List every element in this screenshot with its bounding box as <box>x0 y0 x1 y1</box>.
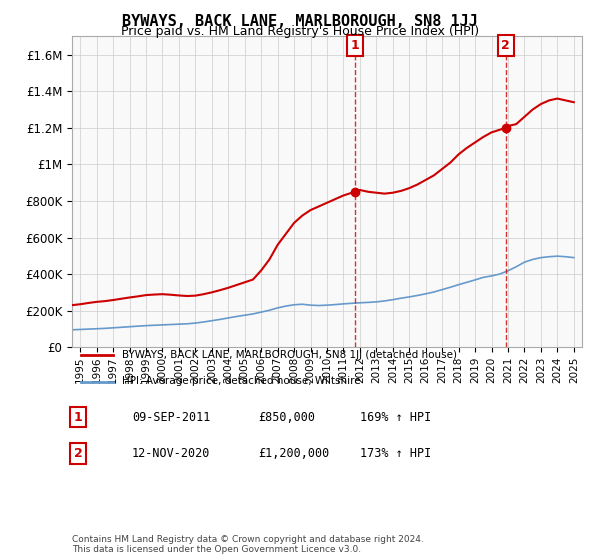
Text: £850,000: £850,000 <box>258 410 315 424</box>
Text: 2: 2 <box>502 39 510 52</box>
Text: Contains HM Land Registry data © Crown copyright and database right 2024.
This d: Contains HM Land Registry data © Crown c… <box>72 535 424 554</box>
Text: 1: 1 <box>74 410 82 424</box>
Text: BYWAYS, BACK LANE, MARLBOROUGH, SN8 1JJ: BYWAYS, BACK LANE, MARLBOROUGH, SN8 1JJ <box>122 14 478 29</box>
Text: Price paid vs. HM Land Registry's House Price Index (HPI): Price paid vs. HM Land Registry's House … <box>121 25 479 38</box>
Text: 12-NOV-2020: 12-NOV-2020 <box>132 447 211 460</box>
Text: BYWAYS, BACK LANE, MARLBOROUGH, SN8 1JJ (detached house): BYWAYS, BACK LANE, MARLBOROUGH, SN8 1JJ … <box>122 350 457 360</box>
Text: 169% ↑ HPI: 169% ↑ HPI <box>360 410 431 424</box>
Text: 09-SEP-2011: 09-SEP-2011 <box>132 410 211 424</box>
Text: £1,200,000: £1,200,000 <box>258 447 329 460</box>
Text: 173% ↑ HPI: 173% ↑ HPI <box>360 447 431 460</box>
Text: HPI: Average price, detached house, Wiltshire: HPI: Average price, detached house, Wilt… <box>122 376 361 386</box>
Text: 1: 1 <box>350 39 359 52</box>
Text: 2: 2 <box>74 447 82 460</box>
